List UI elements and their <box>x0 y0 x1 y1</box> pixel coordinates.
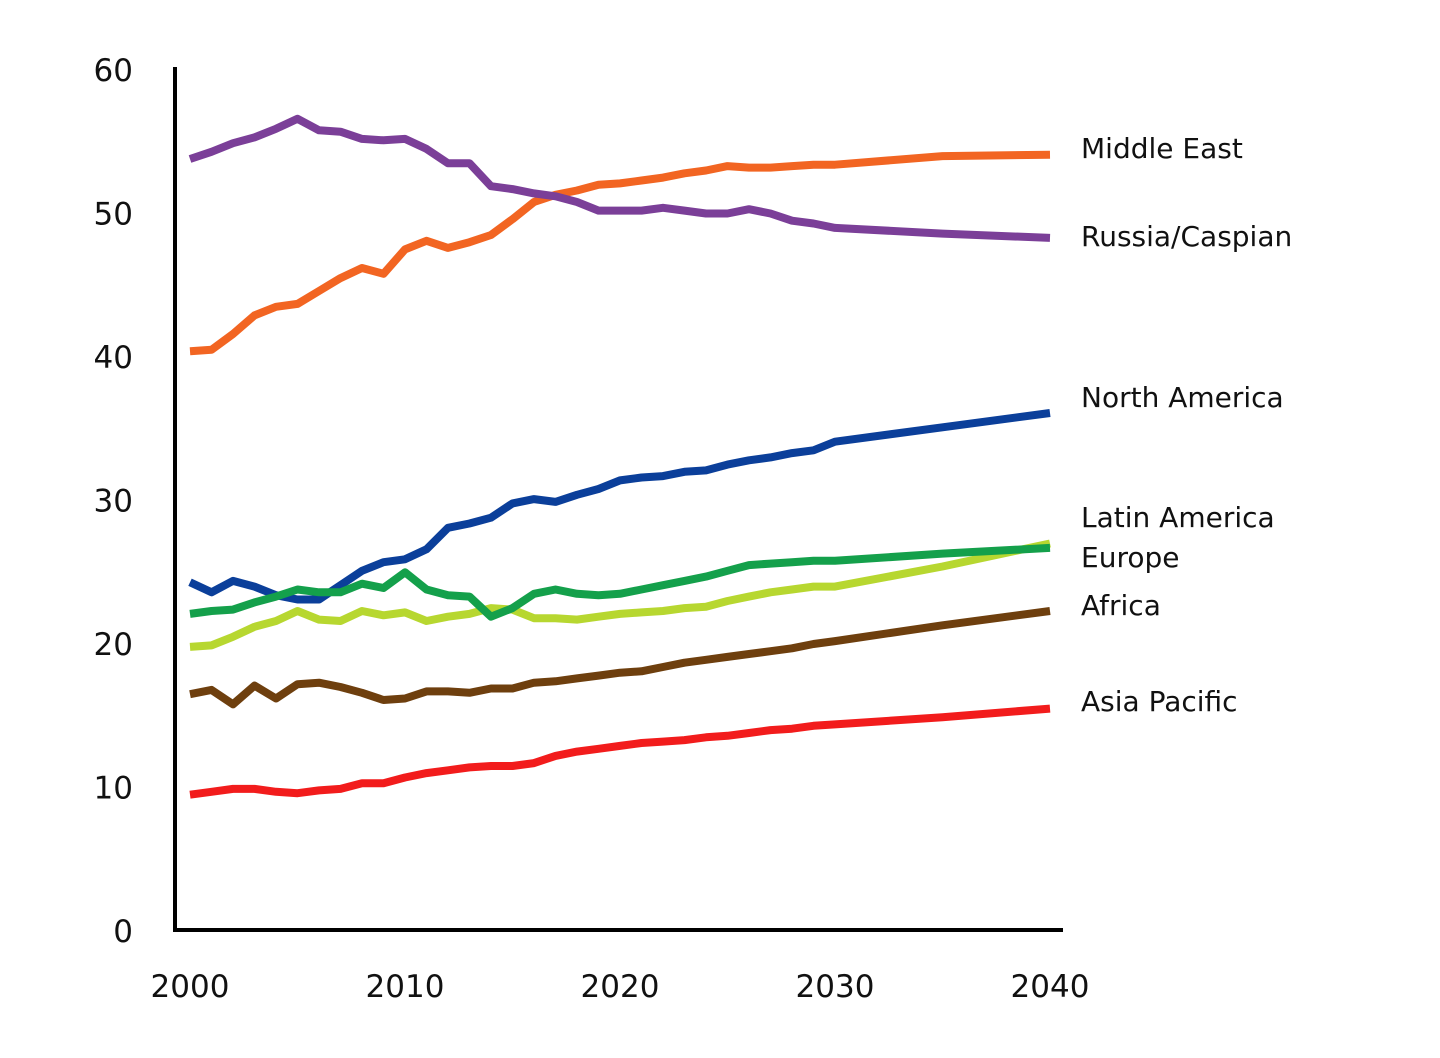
x-tick-labels: 2000 2010 2020 2030 2040 <box>151 969 1090 1005</box>
x-tick-label: 2030 <box>796 969 875 1005</box>
x-tick-label: 2040 <box>1011 969 1090 1005</box>
y-tick-label: 50 <box>94 197 133 233</box>
y-tick-label: 40 <box>94 340 133 376</box>
x-tick-label: 2000 <box>151 969 230 1005</box>
legend: Middle East Russia/Caspian North America La… <box>1081 132 1292 718</box>
x-tick-label: 2010 <box>366 969 445 1005</box>
series-line-latin-america <box>189 539 1051 651</box>
x-tick-label: 2020 <box>581 969 660 1005</box>
series-line-africa <box>189 607 1051 709</box>
legend-label-middle-east: Middle East <box>1081 132 1243 165</box>
legend-label-europe: Europe <box>1081 541 1179 574</box>
legend-label-africa: Africa <box>1081 589 1161 622</box>
series-line-middle-east <box>189 150 1051 356</box>
y-tick-label: 30 <box>94 484 133 520</box>
chart-axes <box>173 67 1063 932</box>
legend-label-north-america: North America <box>1081 381 1284 414</box>
y-tick-labels: 0 10 20 30 40 50 60 <box>94 53 133 950</box>
y-tick-label: 60 <box>94 53 133 89</box>
series-lines <box>188 114 1051 799</box>
series-line-asia-pacific <box>189 704 1051 799</box>
legend-label-russia-caspian: Russia/Caspian <box>1081 220 1292 253</box>
y-tick-label: 0 <box>113 914 133 950</box>
series-line-europe <box>189 543 1051 621</box>
legend-label-asia-pacific: Asia Pacific <box>1081 685 1238 718</box>
y-tick-label: 10 <box>94 771 133 807</box>
series-line-russia-caspian <box>188 114 1051 242</box>
y-tick-label: 20 <box>94 627 133 663</box>
legend-label-latin-america: Latin America <box>1081 501 1275 534</box>
series-line-north-america <box>188 409 1051 604</box>
